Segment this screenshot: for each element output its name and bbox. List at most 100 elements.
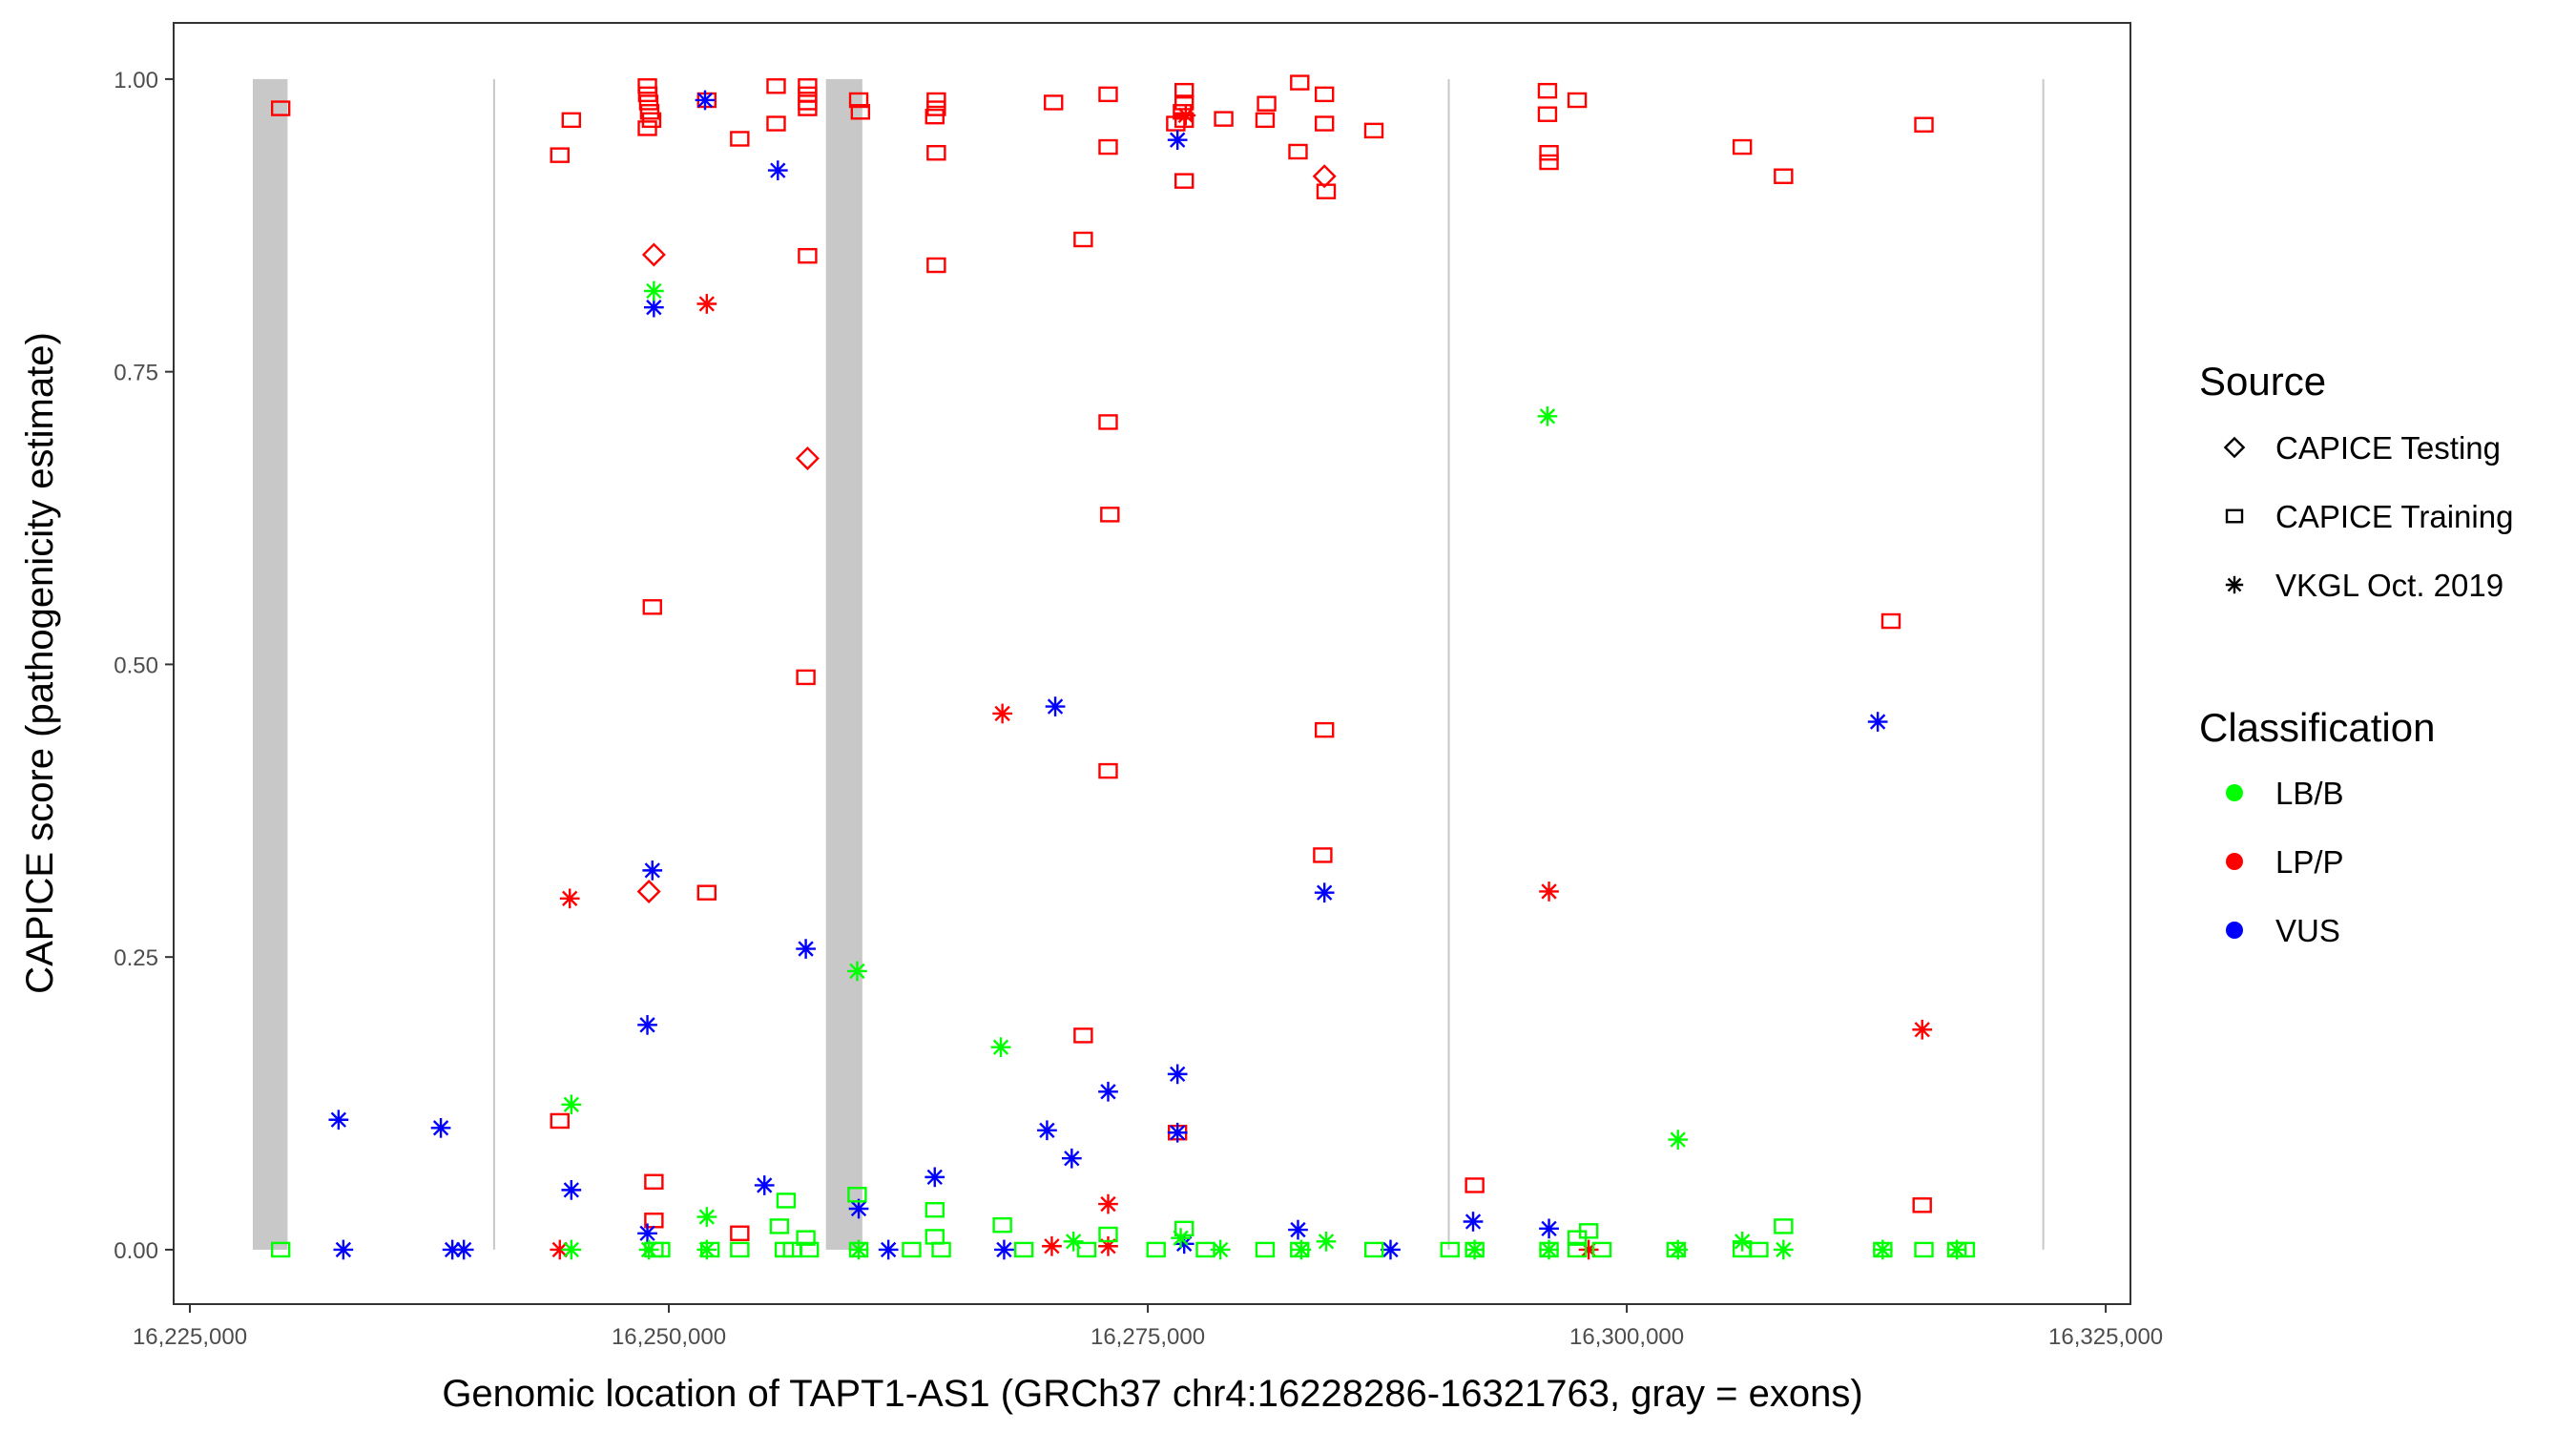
data-point [1061, 1148, 1082, 1169]
data-point [1214, 111, 1234, 127]
data-point [1290, 74, 1310, 91]
legend-class-label: VUS [2275, 913, 2340, 948]
data-point [1465, 1177, 1485, 1193]
legend-class-label: LP/P [2275, 844, 2344, 880]
data-point [1363, 122, 1384, 139]
data-point [1914, 1241, 1934, 1258]
data-point [1098, 138, 1118, 156]
x-tick-label: 16,250,000 [612, 1324, 726, 1350]
data-point [1463, 1212, 1484, 1232]
data-point [1167, 1064, 1188, 1085]
data-point [1774, 1218, 1794, 1234]
data-point [637, 86, 658, 103]
legend-key-dot-icon [2226, 853, 2243, 870]
data-point [1537, 106, 1558, 122]
data-point [795, 446, 820, 470]
data-point [990, 1037, 1011, 1058]
data-point [847, 961, 867, 982]
data-point [1666, 1241, 1687, 1258]
data-point [796, 1230, 816, 1246]
data-point [270, 100, 291, 116]
x-tick-label: 16,300,000 [1569, 1324, 1684, 1350]
data-point [642, 599, 662, 615]
data-point [642, 861, 663, 881]
data-point [1167, 130, 1188, 151]
x-axis: 16,225,000 16,250,000 16,275,000 16,300,000… [133, 1304, 2163, 1350]
data-point [1195, 1241, 1215, 1258]
data-point [1073, 1027, 1093, 1044]
data-point [878, 1239, 899, 1260]
data-point [696, 884, 717, 901]
data-point [1314, 882, 1335, 903]
legend-class-title: Classification [2199, 705, 2435, 750]
data-point [651, 1241, 671, 1258]
data-point [1174, 173, 1195, 189]
data-point [1539, 144, 1559, 161]
data-point [641, 242, 666, 267]
y-tick-label: 0.75 [114, 361, 158, 386]
data-point [638, 94, 659, 111]
data-point [1591, 1241, 1612, 1258]
data-point [1098, 1235, 1118, 1256]
data-point [561, 1180, 582, 1200]
data-point [1146, 1241, 1166, 1258]
data-point [1465, 1241, 1485, 1258]
data-point [1098, 86, 1118, 103]
data-point [1314, 721, 1335, 738]
data-point [1732, 138, 1753, 156]
data-point [333, 1239, 354, 1260]
data-point [270, 1241, 291, 1258]
data-point [1044, 94, 1064, 111]
data-point [644, 280, 664, 301]
data-point [926, 92, 946, 109]
data-point [1912, 1019, 1933, 1040]
data-point [1440, 1241, 1460, 1258]
data-point [796, 939, 816, 959]
data-point [1175, 105, 1196, 126]
data-point [695, 90, 716, 111]
data-point [1539, 881, 1559, 902]
data-point [1174, 1220, 1195, 1237]
legend-source-label: CAPICE Testing [2275, 430, 2501, 466]
data-point [1774, 168, 1794, 184]
legend-source-title: Source [2199, 359, 2326, 404]
data-point [766, 78, 786, 94]
data-point [641, 112, 662, 129]
exon-band [252, 78, 288, 1250]
data-point [1174, 94, 1195, 111]
legend-key-dot-icon [2226, 784, 2243, 801]
data-point [766, 115, 786, 132]
data-point [453, 1239, 474, 1260]
legend-source-label: VKGL Oct. 2019 [2275, 568, 2503, 603]
data-point [1098, 762, 1118, 779]
data-point [1288, 1219, 1308, 1240]
data-point [926, 257, 946, 274]
data-point [902, 1241, 922, 1258]
data-point [1539, 154, 1559, 171]
data-point [1171, 1228, 1191, 1249]
y-axis: 0.00 0.25 0.50 0.75 1.00 [114, 68, 174, 1264]
data-point [931, 1241, 951, 1258]
data-point [1867, 712, 1888, 732]
data-point [1255, 112, 1276, 129]
data-point [559, 888, 580, 909]
data-point [1912, 1197, 1932, 1213]
data-point [1288, 143, 1308, 160]
data-point [644, 297, 664, 318]
data-point [1732, 1232, 1753, 1252]
data-point [637, 1014, 657, 1035]
legend-key-asterisk-icon [2225, 575, 2244, 594]
y-tick-label: 0.25 [114, 945, 158, 971]
data-point [696, 294, 717, 314]
data-point [1749, 1241, 1769, 1258]
data-point [767, 160, 788, 180]
data-point [561, 1094, 582, 1115]
y-tick-label: 0.50 [114, 653, 158, 678]
data-point [926, 100, 946, 116]
y-tick-label: 1.00 [114, 68, 158, 93]
legend-source-label: CAPICE Training [2275, 499, 2513, 534]
data-point [926, 144, 946, 161]
data-point [1364, 1241, 1384, 1258]
data-point [769, 1218, 790, 1234]
